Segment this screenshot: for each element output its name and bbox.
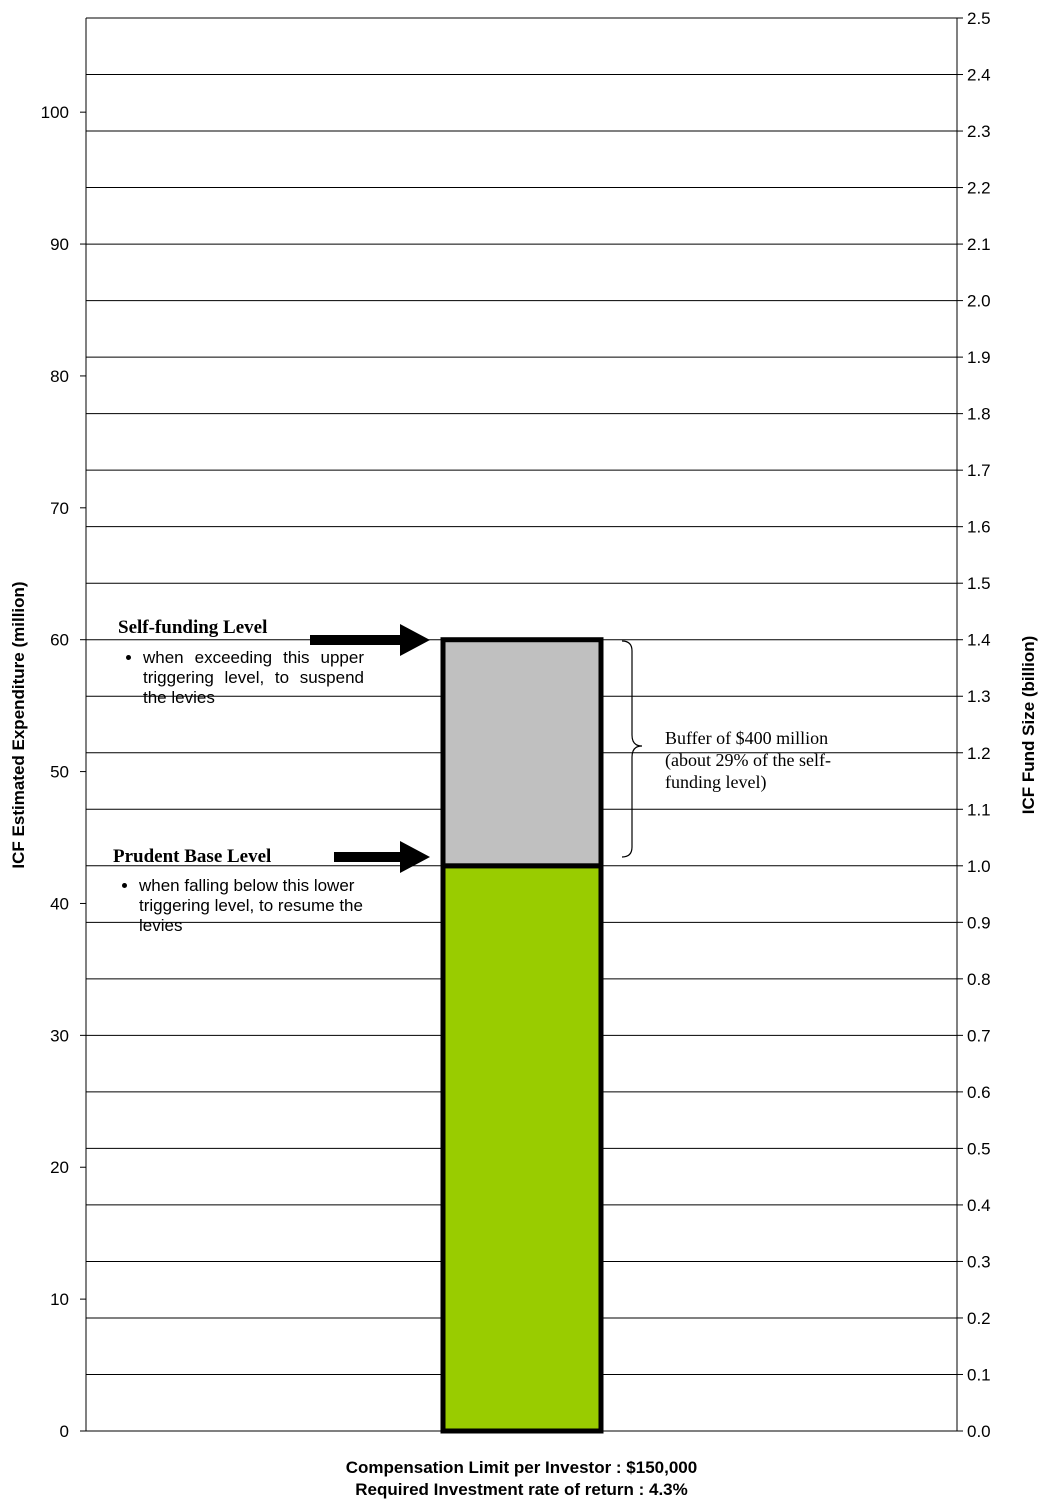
right-tick-label: 2.0 (967, 292, 991, 311)
investment-return-caption: Required Investment rate of return : 4.3… (355, 1480, 688, 1499)
right-tick-label: 2.5 (967, 9, 991, 28)
self-funding-bullet: when exceeding this upper triggering lev… (143, 648, 364, 708)
right-tick-label: 0.5 (967, 1139, 991, 1158)
right-tick-label: 0.6 (967, 1083, 991, 1102)
prudent-base-arrow-icon (334, 841, 430, 873)
right-axis-ticks: 0.0 0.1 0.2 0.3 0.4 0.5 0.6 0.7 0.8 0.9 1.0 1.1 1.2 1… (957, 9, 991, 1441)
right-tick-label: 2.2 (967, 179, 991, 198)
left-tick-label: 80 (50, 367, 69, 386)
right-tick-label: 0.3 (967, 1252, 991, 1271)
right-tick-label: 0.8 (967, 970, 991, 989)
self-funding-title: Self-funding Level (118, 617, 268, 638)
left-tick-label: 90 (50, 235, 69, 254)
prudent-base-title: Prudent Base Level (113, 846, 272, 867)
right-tick-label: 0.7 (967, 1026, 991, 1045)
right-tick-label: 1.9 (967, 348, 991, 367)
right-tick-label: 0.2 (967, 1309, 991, 1328)
right-tick-label: 0.9 (967, 913, 991, 932)
right-tick-label: 1.2 (967, 744, 991, 763)
prudent-base-note: when falling below this lower triggering… (117, 876, 377, 936)
left-tick-label: 50 (50, 763, 69, 782)
self-funding-arrow-icon (310, 624, 430, 656)
bars (440, 637, 604, 1434)
left-axis-label: ICF Estimated Expenditure (million) (9, 581, 28, 868)
right-tick-label: 1.7 (967, 461, 991, 480)
self-funding-note: when exceeding this upper triggering lev… (121, 648, 364, 708)
left-tick-label: 60 (50, 631, 69, 650)
left-tick-label: 100 (41, 103, 69, 122)
left-tick-label: 40 (50, 894, 69, 913)
buffer-brace-icon (621, 640, 643, 858)
right-tick-label: 0.1 (967, 1365, 991, 1384)
right-tick-label: 1.4 (967, 631, 991, 650)
right-tick-label: 1.3 (967, 687, 991, 706)
right-tick-label: 2.1 (967, 235, 991, 254)
right-tick-label: 1.6 (967, 518, 991, 537)
prudent-base-bullet: when falling below this lower triggering… (139, 876, 377, 936)
left-axis-ticks: 0 10 20 30 40 50 60 70 80 90 100 (41, 103, 86, 1441)
right-tick-label: 0.0 (967, 1422, 991, 1441)
left-tick-label: 30 (50, 1026, 69, 1045)
right-tick-label: 1.0 (967, 857, 991, 876)
left-tick-label: 0 (60, 1422, 69, 1441)
bar-buffer-segment (440, 637, 604, 869)
buffer-annotation: Buffer of $400 million (about 29% of the… (665, 728, 831, 792)
left-tick-label: 20 (50, 1158, 69, 1177)
right-tick-label: 0.4 (967, 1196, 991, 1215)
right-tick-label: 1.5 (967, 574, 991, 593)
left-tick-label: 10 (50, 1290, 69, 1309)
right-tick-label: 2.4 (967, 66, 991, 85)
bar-prudent-base-segment (440, 863, 604, 1434)
right-tick-label: 2.3 (967, 122, 991, 141)
right-tick-label: 1.1 (967, 800, 991, 819)
compensation-limit-caption: Compensation Limit per Investor : $150,0… (345, 1458, 698, 1477)
right-tick-label: 1.8 (967, 405, 991, 424)
left-tick-label: 70 (50, 499, 69, 518)
right-axis-label: ICF Fund Size (billion) (1019, 636, 1038, 814)
